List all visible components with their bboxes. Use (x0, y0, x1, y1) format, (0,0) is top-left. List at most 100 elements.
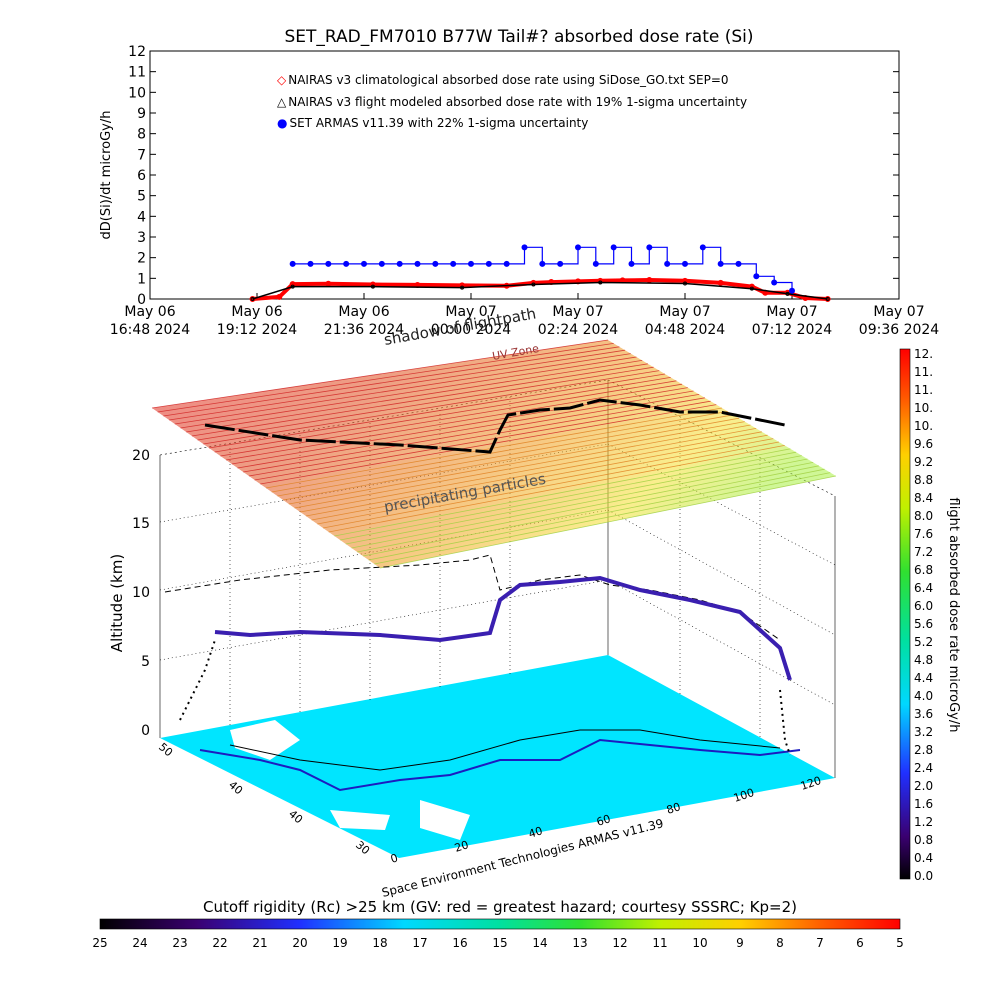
rigidity-colorbar-tick-label: 18 (372, 936, 387, 950)
dose-colorbar-tick-label: 5.2 (914, 635, 933, 649)
point-armas (575, 244, 581, 251)
mesh-line (345, 455, 802, 545)
x-axis-ticks: May 06 16:48 2024 May 06 19:12 2024 May 06 21… (110, 293, 939, 338)
flightpath-descent (779, 689, 791, 756)
series-line-nairas-clim (252, 277, 828, 301)
dose-colorbar-tick-label: 0.0 (914, 869, 933, 883)
y-tick-label: 0 (137, 292, 146, 308)
rigidity-colorbar-tick-label: 13 (572, 936, 587, 950)
svg-text:5: 5 (141, 654, 150, 670)
point-nairas-flight (460, 285, 465, 290)
mesh-line (300, 428, 757, 513)
rigidity-colorbar-tick-label: 5 (896, 936, 904, 950)
mesh-line (288, 421, 745, 505)
y-tick-label: 3 (137, 230, 146, 246)
y-tick-label: 5 (137, 189, 146, 205)
point-armas (628, 260, 635, 267)
point-armas (307, 260, 314, 267)
dose-colorbar-tick-label: 11. (914, 365, 933, 379)
point-armas (414, 260, 421, 267)
dose-colorbar-tick-label: 12. (914, 347, 933, 361)
point-nairas-flight (683, 281, 687, 286)
mesh-line (186, 360, 643, 433)
mesh-line (243, 394, 700, 473)
point-nairas-clim (646, 276, 653, 283)
dose-colorbar-tick-label: 10. (914, 419, 933, 433)
point-armas (735, 260, 742, 267)
rigidity-colorbar-tick-label: 23 (172, 936, 187, 950)
point-nairas-clim (276, 293, 283, 300)
rigidity-colorbar-tick-label: 8 (776, 936, 784, 950)
mesh-line (248, 397, 705, 477)
mesh-line (277, 414, 734, 497)
rigidity-colorbar-tick-label: 15 (492, 936, 507, 950)
mesh-line (305, 431, 762, 517)
dose-colorbar-tick-label: 9.2 (914, 455, 933, 469)
y-tick-label: 10 (128, 85, 146, 101)
y-tick-label: 8 (137, 127, 146, 143)
mesh-line (368, 468, 825, 561)
dose-colorbar-tick-label: 3.2 (914, 725, 933, 739)
point-armas (325, 260, 332, 267)
mesh-line (317, 438, 774, 525)
rigidity-colorbar (99, 918, 901, 930)
y-tick-label: 2 (137, 251, 146, 267)
rigidity-colorbar-tick-label: 14 (532, 936, 547, 950)
longitude-ticks: 0 20 40 60 80 100 120 (389, 774, 823, 866)
mesh-line (157, 343, 614, 413)
dose-colorbar-tick-label: 8.4 (914, 491, 933, 505)
x-tick-label-day: May 07 (766, 304, 817, 320)
mesh-line (265, 407, 723, 489)
mesh-line (379, 475, 837, 569)
mesh-line (220, 380, 677, 457)
point-armas (557, 260, 564, 267)
dose-colorbar-tick-label: 7.2 (914, 545, 933, 559)
point-nairas-flight (785, 291, 790, 296)
rigidity-colorbar-tick-label: 6 (856, 936, 864, 950)
svg-text:0: 0 (389, 851, 400, 866)
point-nairas-flight (749, 286, 754, 291)
rigidity-colorbar-label: Cutoff rigidity (Rc) >25 km (GV: red = g… (203, 898, 797, 916)
x-tick-label-time: 04:48 2024 (645, 322, 726, 338)
dose-colorbar-tick-label: 6.8 (914, 563, 933, 577)
point-armas (682, 260, 688, 267)
svg-text:15: 15 (132, 516, 150, 532)
mesh-line (237, 390, 694, 469)
point-armas (771, 279, 778, 286)
y-tick-label: 11 (128, 65, 146, 81)
y-tick-label: 7 (137, 147, 146, 163)
mesh-line (180, 356, 637, 429)
x-tick-label-time: 00:00 2024 (431, 322, 512, 338)
x-tick-label-time: 16:48 2024 (110, 322, 191, 338)
dose-rate-colorbar (899, 348, 911, 880)
x-tick-label-time: 07:12 2024 (752, 322, 833, 338)
mesh-line (340, 451, 797, 541)
rigidity-colorbar-tick-label: 16 (452, 936, 467, 950)
point-armas (753, 273, 760, 280)
x-tick-label-time: 02:24 2024 (538, 322, 619, 338)
x-tick-label-day: May 07 (552, 304, 603, 320)
point-armas (789, 287, 795, 294)
mesh-line (174, 353, 631, 425)
svg-text:120: 120 (799, 774, 823, 793)
rigidity-colorbar-tick-label: 17 (412, 936, 427, 950)
precipitating-layer-fill (152, 340, 836, 568)
mesh-line (169, 349, 626, 421)
dose-colorbar-tick-label: 5.6 (914, 617, 933, 631)
rigidity-colorbar-tick-label: 20 (292, 936, 307, 950)
svg-text:100: 100 (732, 786, 756, 805)
mesh-line (334, 448, 791, 537)
rigidity-colorbar-tick-label: 9 (736, 936, 744, 950)
point-armas (468, 260, 474, 267)
mesh-line (322, 441, 780, 529)
dose-colorbar-tick-label: 9.6 (914, 437, 933, 451)
rigidity-colorbar-ticks: 25 24 23 22 21 20 19 18 17 16 15 14 13 12 11 10 9 8 7 6 5 (92, 936, 903, 950)
dose-colorbar-tick-label: 0.8 (914, 833, 933, 847)
mesh-line (203, 370, 660, 445)
dose-rate-colorbar-ticks: 12. 11. 11. 10. 10. 9.6 9.2 8.8 8.4 8.0 7.6 7.2 6.8 6… (914, 347, 933, 883)
x-tick-label-day: May 07 (873, 304, 924, 320)
point-armas (521, 244, 528, 251)
